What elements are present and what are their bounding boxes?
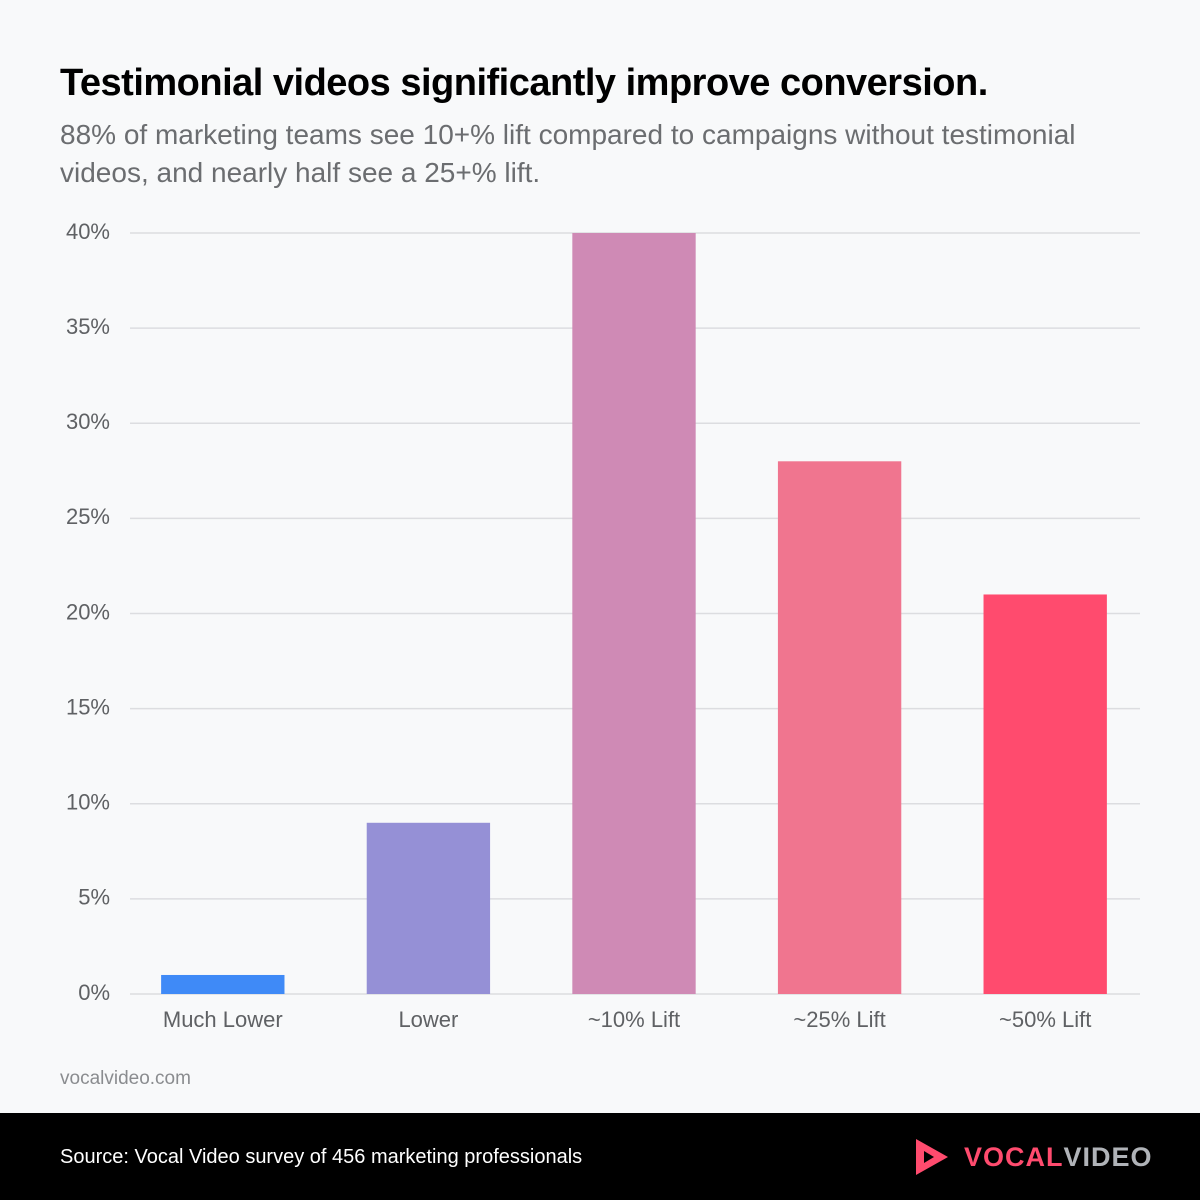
bar [777,461,902,994]
source: Source: Vocal Video survey of 456 market… [60,1146,583,1168]
y-tick-label: 25% [66,504,110,529]
logo: VOCAL VIDEO [912,1135,1153,1179]
chart-title: Testimonial videos significantly improve… [60,62,988,104]
y-tick-label: 30% [66,409,110,434]
y-tick-label: 15% [66,694,110,719]
x-tick-label: ~50% Lift [999,1007,1091,1032]
y-tick-label: 0% [78,980,110,1005]
logo-icon [916,1139,948,1175]
annotation: vocalvideo.com [60,1068,191,1089]
x-tick-label: ~10% Lift [588,1007,680,1032]
y-tick-label: 20% [66,599,110,624]
bar [366,822,491,994]
bar [983,594,1107,994]
chart: 0% 5% 10% 15% 20% 25% 30% 35% 40% Much Lower Lower… [66,219,1140,1032]
y-tick-label: 5% [78,885,110,910]
bar [161,974,285,994]
x-tick-label: ~25% Lift [793,1007,885,1032]
footer: Source: Vocal Video survey of 456 market… [0,1113,1200,1200]
logo-text: VOCAL [964,1141,1064,1172]
y-tick-label: 35% [66,314,110,339]
logo-text: VIDEO [1063,1141,1153,1172]
x-tick-label: Much Lower [163,1007,283,1032]
y-tick-label: 10% [66,790,110,815]
x-tick-label: Lower [398,1007,458,1032]
y-tick-label: 40% [66,219,110,244]
bar [572,233,696,994]
chart-subtitle: 88% of marketing teams see 10+% lift com… [60,119,1076,188]
